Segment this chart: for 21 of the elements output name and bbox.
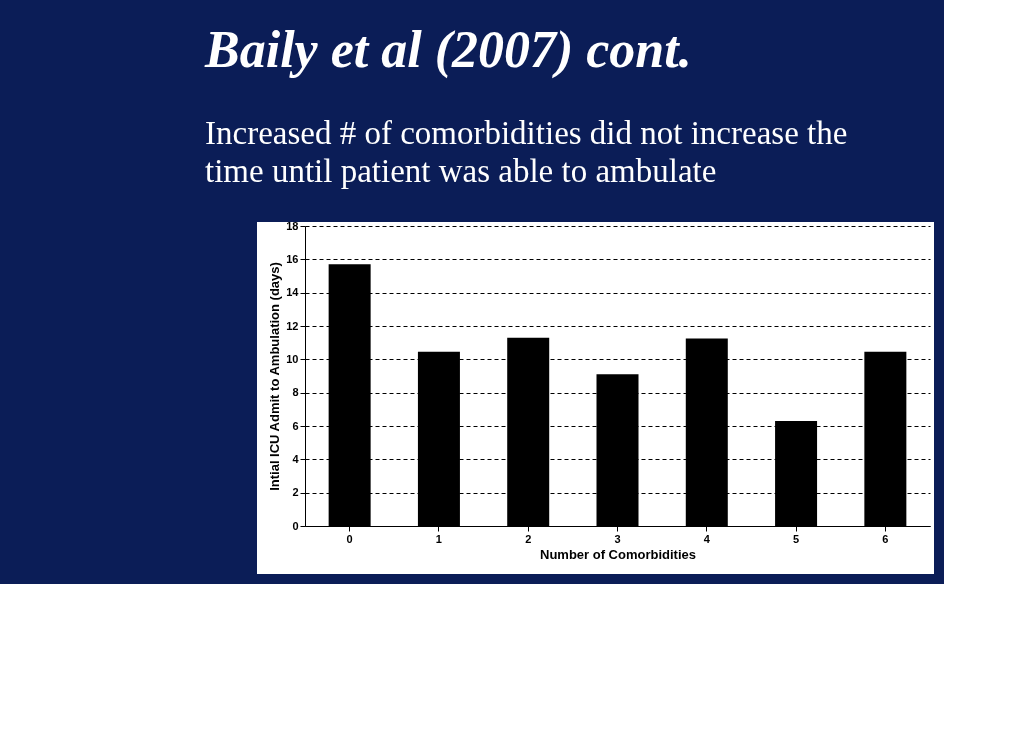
y-tick-label: 2 (292, 486, 299, 499)
y-tick-label: 8 (292, 386, 299, 399)
x-tick-label: 2 (525, 532, 532, 545)
x-tick-label: 0 (346, 532, 353, 545)
x-tick-label: 3 (614, 532, 621, 545)
y-axis-title: Intial ICU Admit to Ambulation (days) (267, 262, 283, 491)
y-tick-label: 4 (292, 452, 300, 465)
y-tick-label: 6 (292, 419, 299, 432)
y-tick-label: 16 (286, 252, 299, 265)
y-tick-label: 18 (286, 219, 299, 232)
chart-title: Baily et al (2007) cont. (204, 21, 692, 79)
y-tick-label: 10 (286, 352, 299, 365)
x-axis-title: Number of Comorbidities (539, 546, 697, 562)
x-tick-label: 4 (703, 532, 711, 545)
chart-subtitle: Increased # of comorbidities did not increase the time until patient was able to ambulate (205, 115, 848, 189)
x-tick-label: 5 (793, 532, 800, 545)
y-tick-label: 12 (286, 319, 299, 332)
y-tick-label: 14 (286, 286, 300, 299)
x-tick-label: 1 (435, 532, 442, 545)
y-tick-label: 0 (292, 519, 299, 532)
x-tick-label: 6 (882, 532, 889, 545)
